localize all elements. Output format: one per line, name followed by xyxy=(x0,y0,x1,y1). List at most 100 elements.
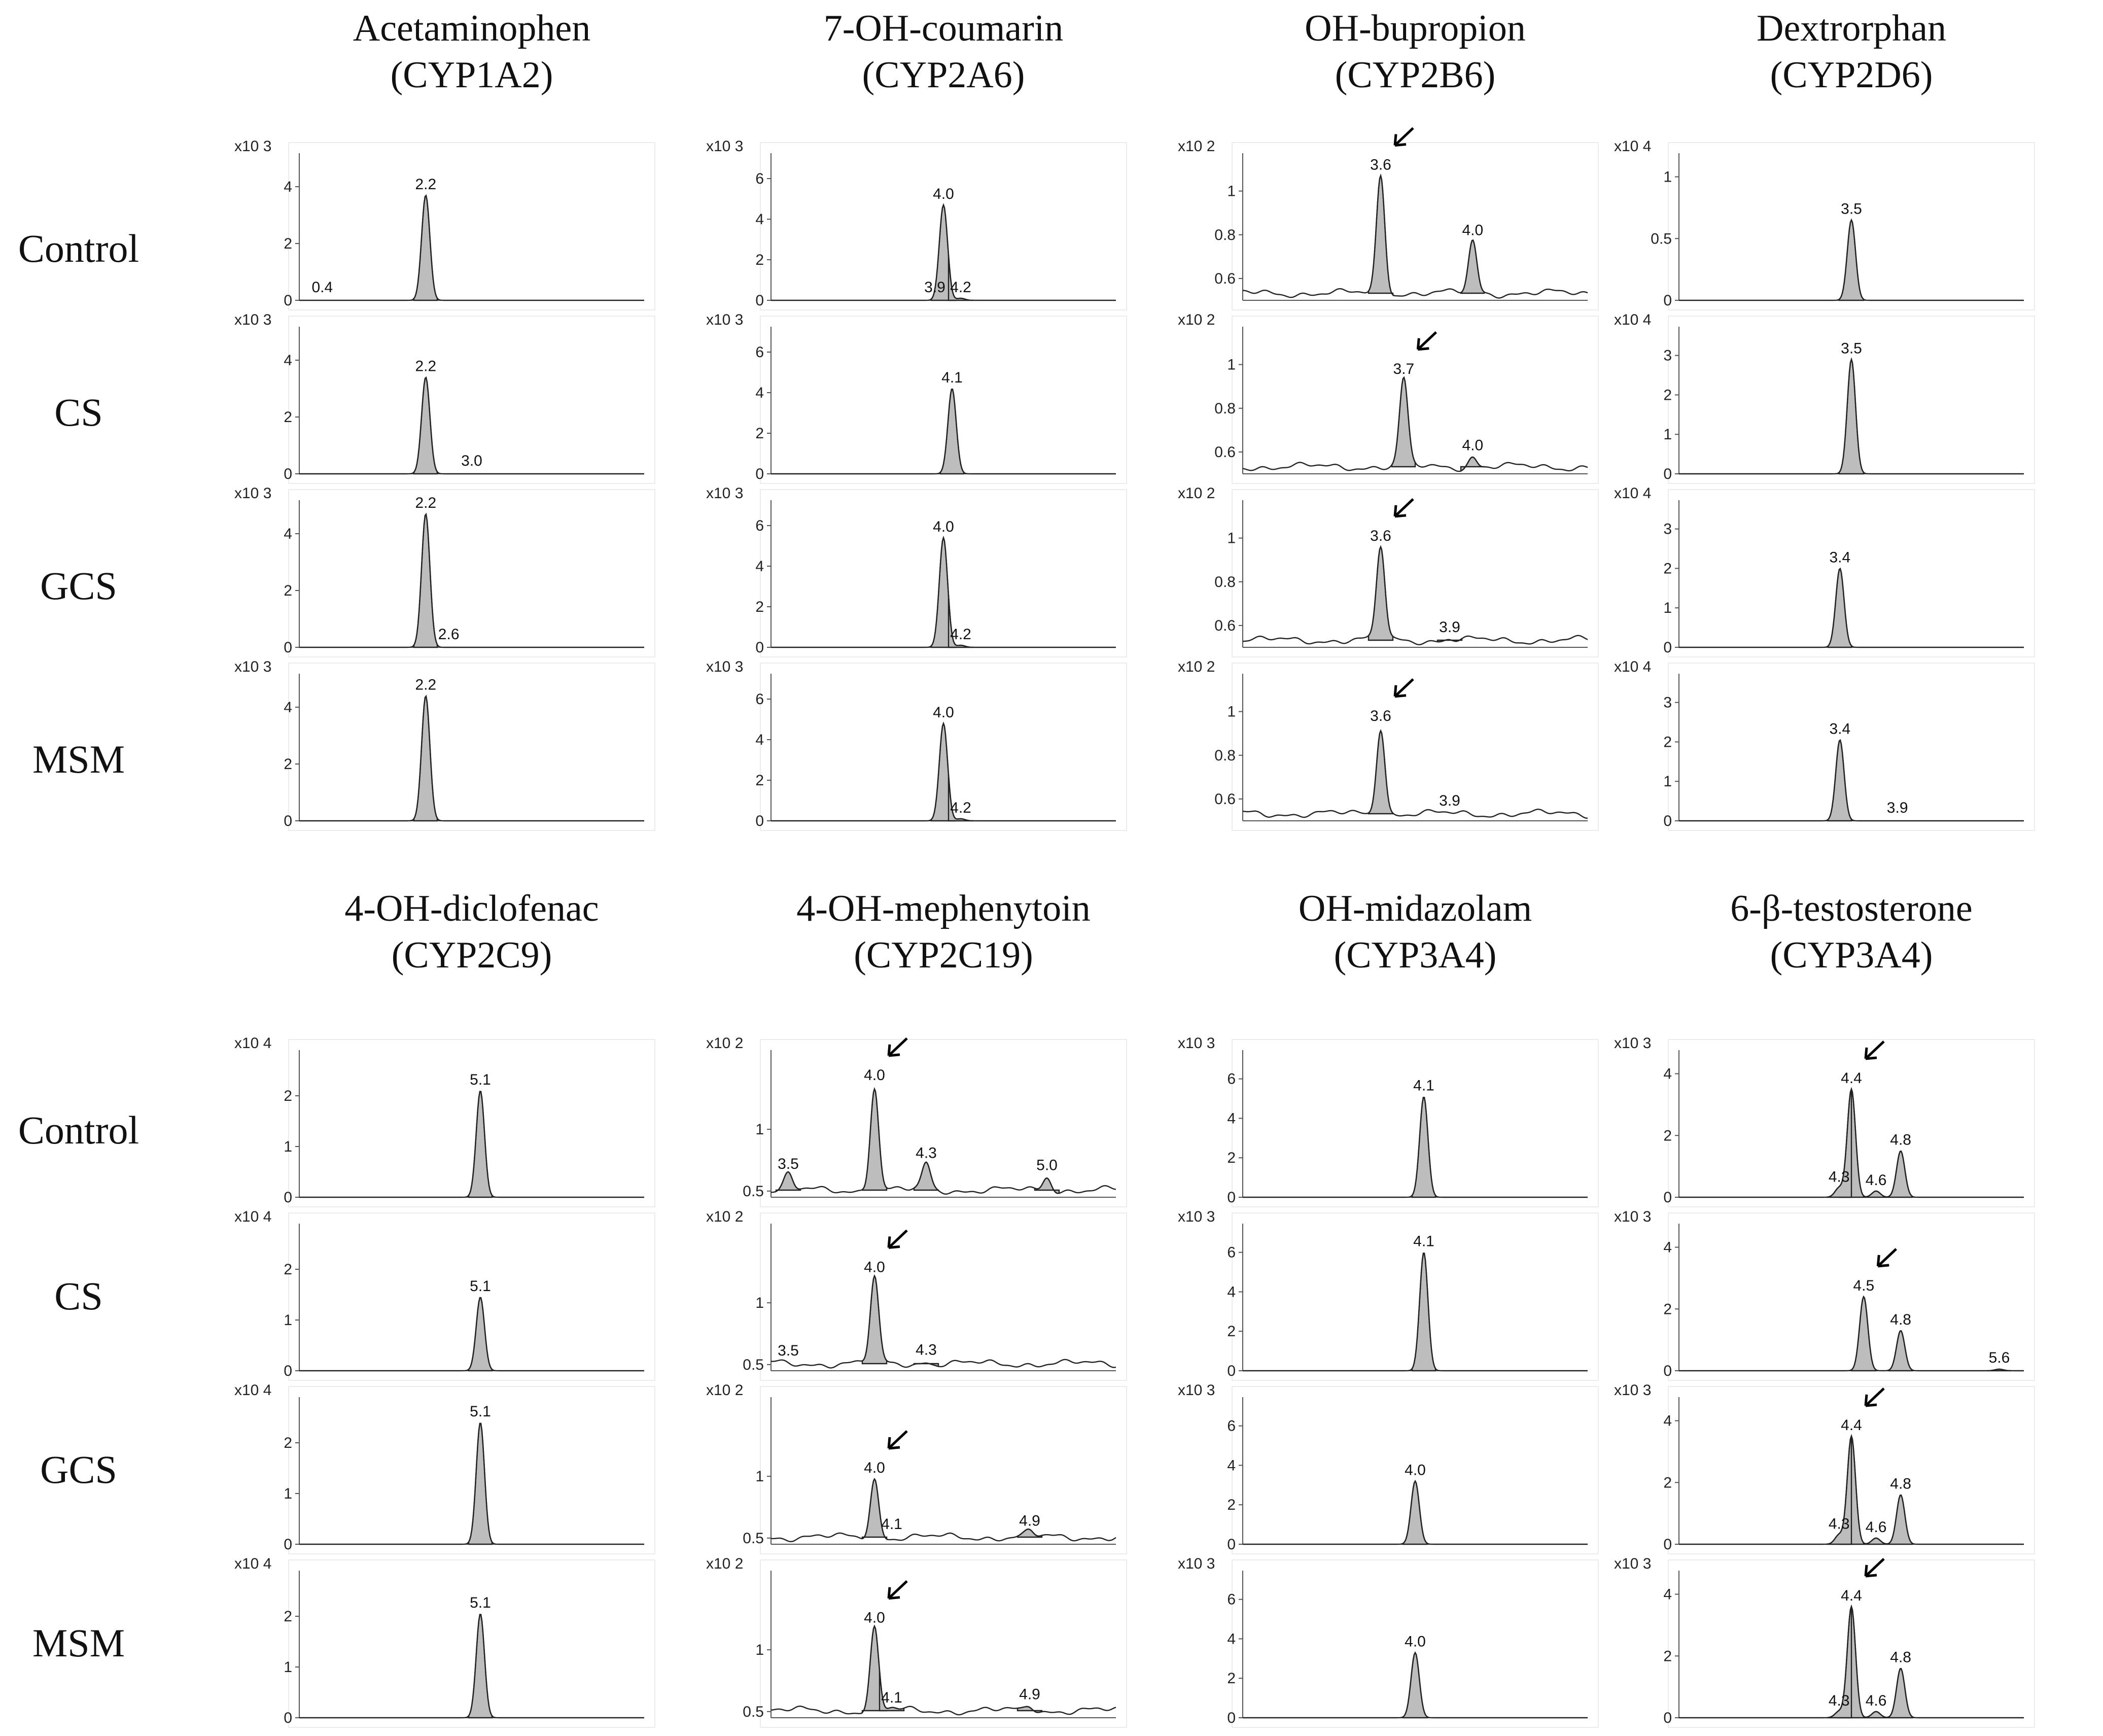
trace-line xyxy=(770,1624,1116,1716)
peak-label: 3.5 xyxy=(778,1342,799,1359)
peak-label: 3.9 xyxy=(924,279,945,296)
peak-label: 4.0 xyxy=(864,1067,885,1084)
scale-exponent: x10 3 xyxy=(706,138,744,155)
chromatogram-7-oh-coumarin-cs: x10 3 0 2 4 6 4.1 xyxy=(706,311,1126,483)
y-tick-label: 1 xyxy=(755,1295,764,1311)
metabolite-name: 7-OH-coumarin xyxy=(823,8,1064,49)
chromatogram-6-testosterone-msm: x10 3 0 2 4 4.4 4.3 4.6 4.8 xyxy=(1614,1555,2034,1727)
y-tick-label: 2 xyxy=(1663,1301,1672,1317)
y-tick-label: 0 xyxy=(1227,1363,1236,1379)
trace-line xyxy=(770,1274,1116,1369)
scale-exponent: x10 2 xyxy=(1178,658,1215,675)
chromatogram-svg: 0 2 4 6 4.1 xyxy=(1227,1224,1588,1379)
y-tick-label: 0 xyxy=(284,466,292,482)
peak-label: 5.1 xyxy=(470,1594,491,1611)
y-tick-label: 1 xyxy=(284,1138,292,1155)
chart-title-4-oh-mephenytoin: 4-OH-mephenytoin (CYP2C19) xyxy=(715,885,1172,979)
y-tick-label: 6 xyxy=(1227,1244,1236,1261)
chromatogram-svg: 0 2 4 6 4.0 3.9 4.2 xyxy=(755,153,1116,309)
y-tick-label: 1 xyxy=(1227,704,1236,720)
y-tick-label: 4 xyxy=(1227,1630,1236,1647)
y-tick-label: 2 xyxy=(1227,1150,1236,1166)
y-tick-label: 1 xyxy=(1663,600,1672,616)
peak-label: 2.6 xyxy=(438,626,460,643)
y-tick-label: 0 xyxy=(1663,1710,1672,1726)
arrow-icon xyxy=(1864,1558,1885,1578)
peak-label: 4.4 xyxy=(1841,1587,1862,1604)
y-tick-label: 4 xyxy=(755,211,764,228)
chromatogram-4-oh-mephenytoin-control: x10 2 0.5 1 4.0 3.5 4.3 5.0 xyxy=(706,1035,1126,1206)
scale-exponent: x10 2 xyxy=(1178,311,1215,328)
scale-exponent: x10 3 xyxy=(1178,1035,1215,1052)
chromatogram-svg: 0 2 4 4.4 4.3 4.6 4.8 xyxy=(1663,1558,2024,1726)
row-label-control: Control xyxy=(18,226,139,270)
peak-label: 4.3 xyxy=(916,1342,937,1359)
y-tick-label: 4 xyxy=(1663,1586,1672,1603)
trace-line xyxy=(770,1478,1116,1543)
peak-label: 4.0 xyxy=(1462,437,1483,454)
y-tick-label: 0 xyxy=(284,292,292,309)
peak-label: 4.5 xyxy=(1853,1277,1874,1294)
y-tick-label: 0 xyxy=(755,813,764,829)
scale-exponent: x10 3 xyxy=(706,311,744,328)
scale-exponent: x10 3 xyxy=(1614,1035,1652,1052)
y-tick-label: 2 xyxy=(1227,1497,1236,1513)
y-tick-label: 0 xyxy=(284,1363,292,1379)
peak-label: 3.0 xyxy=(461,453,482,469)
chromatogram-svg: 0 1 2 5.1 xyxy=(284,1571,644,1726)
y-tick-label: 1 xyxy=(1227,357,1236,373)
chromatogram-dextrorphan-gcs: x10 4 0 1 2 3 3.4 xyxy=(1614,485,2034,656)
arrow-icon xyxy=(1864,1387,1885,1407)
arrow-icon xyxy=(1393,498,1414,518)
peak-label: 3.9 xyxy=(1439,792,1460,809)
chromatogram-svg: 0 2 4 6 4.0 4.2 xyxy=(755,500,1116,656)
trace-line xyxy=(1242,376,1588,472)
peak-label: 4.2 xyxy=(950,800,971,816)
y-tick-label: 0 xyxy=(284,813,292,829)
y-tick-label: 0.5 xyxy=(743,1357,764,1373)
chromatogram-7-oh-coumarin-gcs: x10 3 0 2 4 6 4.0 4.2 xyxy=(706,485,1126,656)
trace-line xyxy=(1243,1096,1588,1198)
chromatogram-acetaminophen-gcs: x10 3 0 2 4 2.2 2.6 xyxy=(234,485,654,656)
y-tick-label: 0 xyxy=(1663,639,1672,656)
y-tick-label: 0 xyxy=(755,466,764,482)
chromatogram-svg: 0 1 2 5.1 xyxy=(284,1224,644,1379)
y-tick-label: 3 xyxy=(1663,695,1672,711)
chromatogram-4-oh-diclofenac-msm: x10 4 0 1 2 5.1 xyxy=(234,1555,654,1727)
chromatogram-4-oh-diclofenac-cs: x10 4 0 1 2 5.1 xyxy=(234,1208,654,1380)
chart-title-7-oh-coumarin: 7-OH-coumarin (CYP2A6) xyxy=(715,5,1172,98)
peak-label: 5.1 xyxy=(470,1071,491,1088)
y-tick-label: 0.6 xyxy=(1214,444,1236,461)
scale-exponent: x10 4 xyxy=(234,1555,272,1572)
scale-exponent: x10 2 xyxy=(706,1035,744,1052)
peak-label: 3.5 xyxy=(1841,201,1862,218)
chromatogram-oh-midazolam-msm: x10 3 0 2 4 6 4.0 xyxy=(1178,1555,1598,1727)
trace-line xyxy=(771,203,1116,301)
peak-label: 4.0 xyxy=(1405,1462,1426,1479)
arrow-icon xyxy=(887,1580,908,1600)
peak-label: 3.6 xyxy=(1370,156,1391,173)
enzyme-name: (CYP2D6) xyxy=(1770,54,1933,96)
scale-exponent: x10 3 xyxy=(1614,1208,1652,1225)
peak-label: 3.9 xyxy=(1439,619,1460,636)
peak-label: 4.1 xyxy=(941,369,963,386)
enzyme-name: (CYP3A4) xyxy=(1770,934,1933,976)
y-tick-label: 0 xyxy=(1663,1363,1672,1379)
trace-line xyxy=(299,194,644,301)
y-tick-label: 0 xyxy=(284,1536,292,1553)
y-tick-label: 6 xyxy=(755,517,764,534)
trace-line xyxy=(1679,1434,2024,1545)
peak-label: 4.9 xyxy=(1019,1513,1040,1530)
row-label-gcs: GCS xyxy=(40,564,117,608)
enzyme-name: (CYP3A4) xyxy=(1334,934,1497,976)
chromatogram-svg: 0 1 2 3 3.5 xyxy=(1663,327,2024,482)
arrow-icon xyxy=(1393,678,1414,698)
chromatogram-svg: 0 2 4 4.4 4.3 4.6 4.8 xyxy=(1663,1387,2024,1553)
trace-line xyxy=(771,535,1116,648)
y-tick-label: 1 xyxy=(284,1485,292,1502)
chromatogram-oh-midazolam-control: x10 3 0 2 4 6 4.1 xyxy=(1178,1035,1598,1206)
y-tick-label: 2 xyxy=(755,772,764,789)
y-tick-label: 4 xyxy=(284,179,292,195)
metabolite-name: OH-bupropion xyxy=(1305,8,1526,49)
y-tick-label: 1 xyxy=(755,1121,764,1138)
